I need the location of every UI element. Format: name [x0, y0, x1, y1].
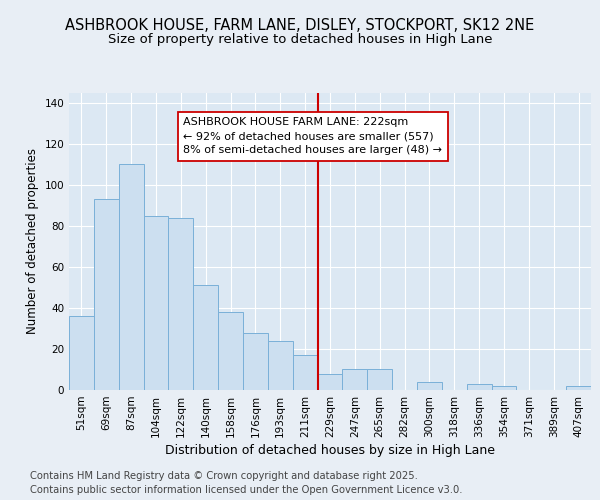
Bar [143, 216, 169, 390]
Bar [317, 374, 343, 390]
Bar [119, 164, 143, 390]
Bar [467, 384, 491, 390]
Y-axis label: Number of detached properties: Number of detached properties [26, 148, 39, 334]
Text: ASHBROOK HOUSE FARM LANE: 222sqm
← 92% of detached houses are smaller (557)
8% o: ASHBROOK HOUSE FARM LANE: 222sqm ← 92% o… [184, 117, 442, 155]
Bar [491, 386, 517, 390]
X-axis label: Distribution of detached houses by size in High Lane: Distribution of detached houses by size … [165, 444, 495, 457]
Bar [218, 312, 243, 390]
Bar [243, 332, 268, 390]
Text: Contains HM Land Registry data © Crown copyright and database right 2025.: Contains HM Land Registry data © Crown c… [30, 471, 418, 481]
Bar [193, 286, 218, 390]
Text: Contains public sector information licensed under the Open Government Licence v3: Contains public sector information licen… [30, 485, 463, 495]
Bar [417, 382, 442, 390]
Text: ASHBROOK HOUSE, FARM LANE, DISLEY, STOCKPORT, SK12 2NE: ASHBROOK HOUSE, FARM LANE, DISLEY, STOCK… [65, 18, 535, 32]
Bar [566, 386, 591, 390]
Text: Size of property relative to detached houses in High Lane: Size of property relative to detached ho… [108, 32, 492, 46]
Bar [94, 199, 119, 390]
Bar [367, 370, 392, 390]
Bar [343, 370, 367, 390]
Bar [169, 218, 193, 390]
Bar [69, 316, 94, 390]
Bar [293, 355, 317, 390]
Bar [268, 341, 293, 390]
